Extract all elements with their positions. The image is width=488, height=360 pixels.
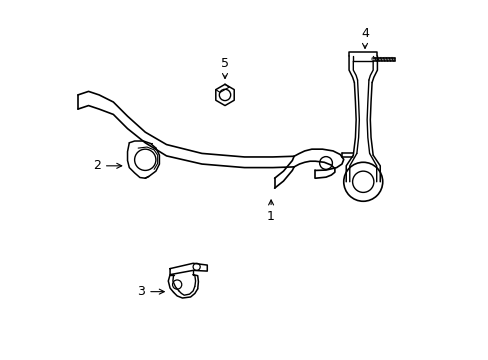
Text: 3: 3 [137,285,164,298]
Text: 4: 4 [360,27,368,48]
Text: 5: 5 [221,57,228,78]
Text: 1: 1 [266,200,274,223]
Text: 2: 2 [93,159,122,172]
